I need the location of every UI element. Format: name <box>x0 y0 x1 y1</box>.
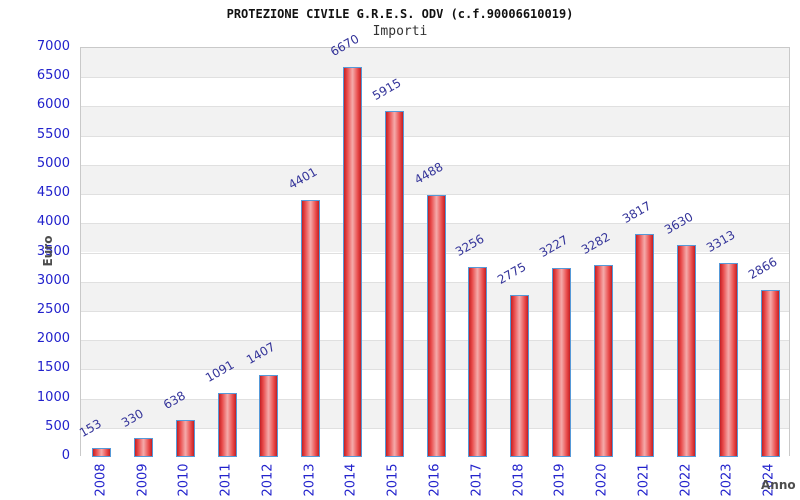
bar-2019 <box>551 268 571 457</box>
y-tick-label: 7000 <box>36 39 70 54</box>
bar-2020 <box>593 265 613 457</box>
bar-2016 <box>426 194 446 457</box>
x-tick-label-2013: 2013 <box>302 463 318 497</box>
x-tick-label-2018: 2018 <box>511 463 527 497</box>
y-tick-label: 3500 <box>36 243 70 259</box>
x-tick-label-2009: 2009 <box>135 463 151 497</box>
x-tick-label-2023: 2023 <box>719 463 735 497</box>
bar-2012 <box>259 374 279 457</box>
x-tick-label-2015: 2015 <box>385 463 401 497</box>
gridline <box>81 106 789 108</box>
y-tick-label: 3000 <box>36 272 70 288</box>
background-band <box>81 77 789 107</box>
y-tick-label: 1000 <box>36 389 70 405</box>
y-tick-label: 2500 <box>36 301 70 317</box>
x-tick-label-2010: 2010 <box>176 463 192 497</box>
x-axis-title: Anno <box>761 478 796 492</box>
bar-2017 <box>468 266 488 457</box>
bar-2022 <box>677 244 697 457</box>
y-tick-label: 4500 <box>36 185 70 201</box>
x-tick-label-2012: 2012 <box>260 463 276 497</box>
gridline <box>81 164 789 166</box>
y-tick-label: 1500 <box>36 360 70 376</box>
x-tick-label-2017: 2017 <box>469 463 485 497</box>
x-tick-label-2021: 2021 <box>636 463 652 497</box>
x-tick-label-2020: 2020 <box>594 463 610 497</box>
y-tick-label: 5000 <box>36 155 70 171</box>
x-tick-label-2008: 2008 <box>93 463 109 497</box>
chart-subtitle: Importi <box>372 24 428 39</box>
bar-2011 <box>217 393 237 457</box>
y-tick-label: 0 <box>61 448 70 463</box>
plot-area <box>80 47 790 457</box>
chart-title: PROTEZIONE CIVILE G.R.E.S. ODV (c.f.9000… <box>226 7 574 21</box>
background-band <box>81 106 789 136</box>
x-tick-label-2022: 2022 <box>678 463 694 497</box>
x-tick-label-2011: 2011 <box>218 463 234 497</box>
y-tick-label: 5500 <box>36 126 70 142</box>
y-tick-label: 6000 <box>36 97 70 113</box>
bar-2009 <box>134 437 154 457</box>
x-tick-label-2019: 2019 <box>552 463 568 497</box>
bar-2021 <box>635 233 655 457</box>
background-band <box>81 48 789 78</box>
bar-2015 <box>384 111 404 457</box>
bar-2024 <box>760 289 780 457</box>
y-axis-title: Euro <box>41 235 55 267</box>
y-tick-label: 6500 <box>36 68 70 84</box>
bar-2010 <box>175 419 195 457</box>
x-tick-label-2016: 2016 <box>427 463 443 497</box>
bar-2014 <box>342 67 362 457</box>
bar-2013 <box>301 199 321 457</box>
bar-2008 <box>92 448 112 457</box>
y-tick-label: 4000 <box>36 214 70 230</box>
gridline <box>81 77 789 79</box>
background-band <box>81 135 789 165</box>
background-band <box>81 164 789 195</box>
gridline <box>81 194 789 196</box>
y-tick-label: 2000 <box>36 331 70 347</box>
bar-2018 <box>510 294 530 457</box>
y-tick-label: 500 <box>45 418 70 434</box>
x-tick-label-2014: 2014 <box>343 463 359 497</box>
gridline <box>81 135 789 137</box>
bar-2023 <box>718 263 738 457</box>
